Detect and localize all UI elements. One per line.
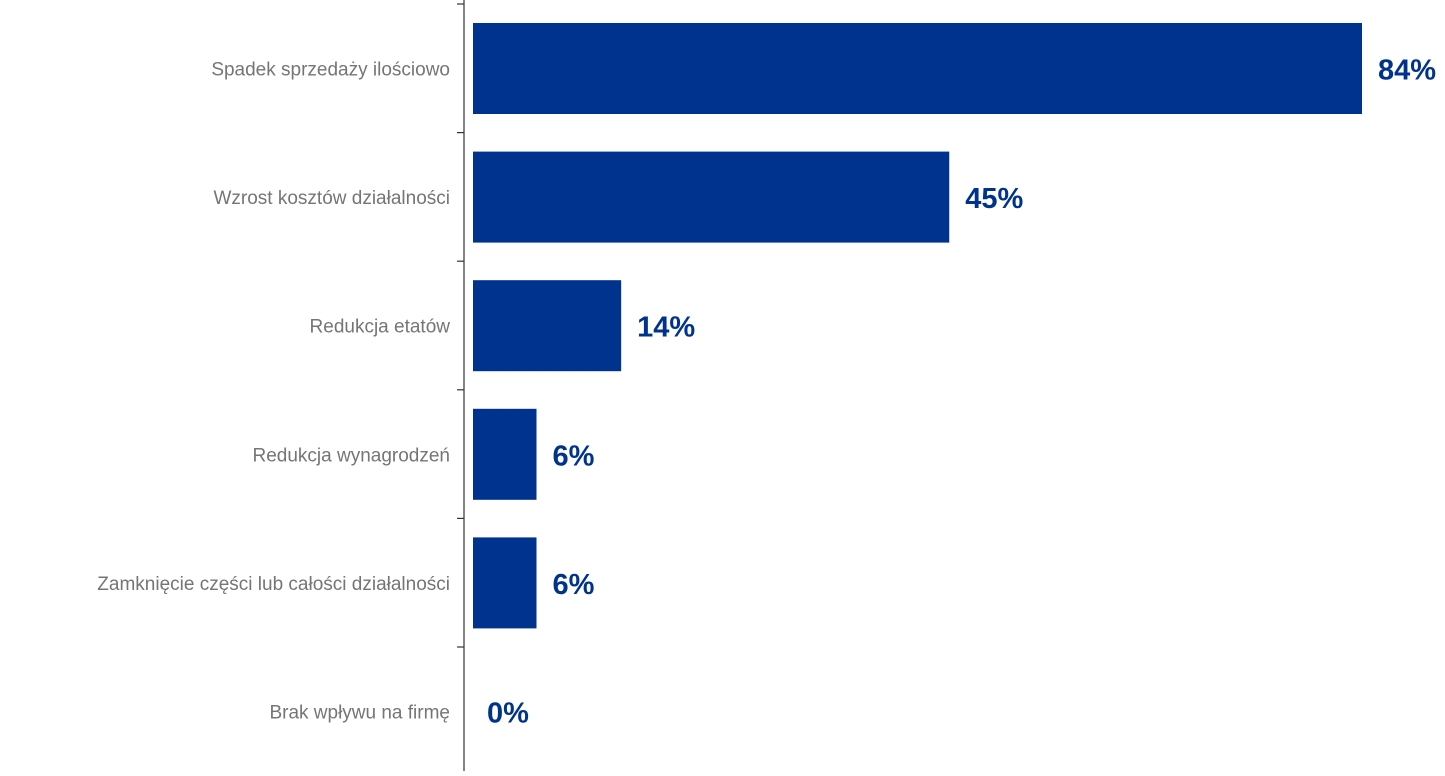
bar	[473, 23, 1362, 114]
bar	[473, 151, 950, 243]
category-label: Redukcja etatów	[310, 317, 451, 338]
bar	[473, 408, 537, 500]
axis-ticks	[457, 3, 464, 776]
category-label: Spadek sprzedaży ilościowo	[211, 60, 450, 81]
bars	[473, 23, 1362, 629]
bar	[473, 537, 537, 629]
bar	[473, 280, 622, 372]
category-label: Wzrost kosztów działalności	[213, 188, 450, 209]
data-label: 45%	[965, 183, 1023, 215]
category-label: Brak wpływu na firmę	[269, 703, 450, 724]
data-label: 0%	[487, 698, 529, 730]
value-labels: 84% 45% 14% 6% 6% 0%	[487, 55, 1436, 730]
category-label: Redukcja wynagrodzeń	[252, 445, 450, 466]
category-label: Zamknięcie części lub całości działalnoś…	[97, 574, 450, 595]
data-label: 6%	[553, 569, 595, 601]
data-label: 6%	[553, 440, 595, 472]
category-labels: Spadek sprzedaży ilościowo Wzrost kosztów…	[97, 60, 450, 724]
data-label: 14%	[637, 312, 695, 344]
data-label: 84%	[1378, 55, 1436, 87]
